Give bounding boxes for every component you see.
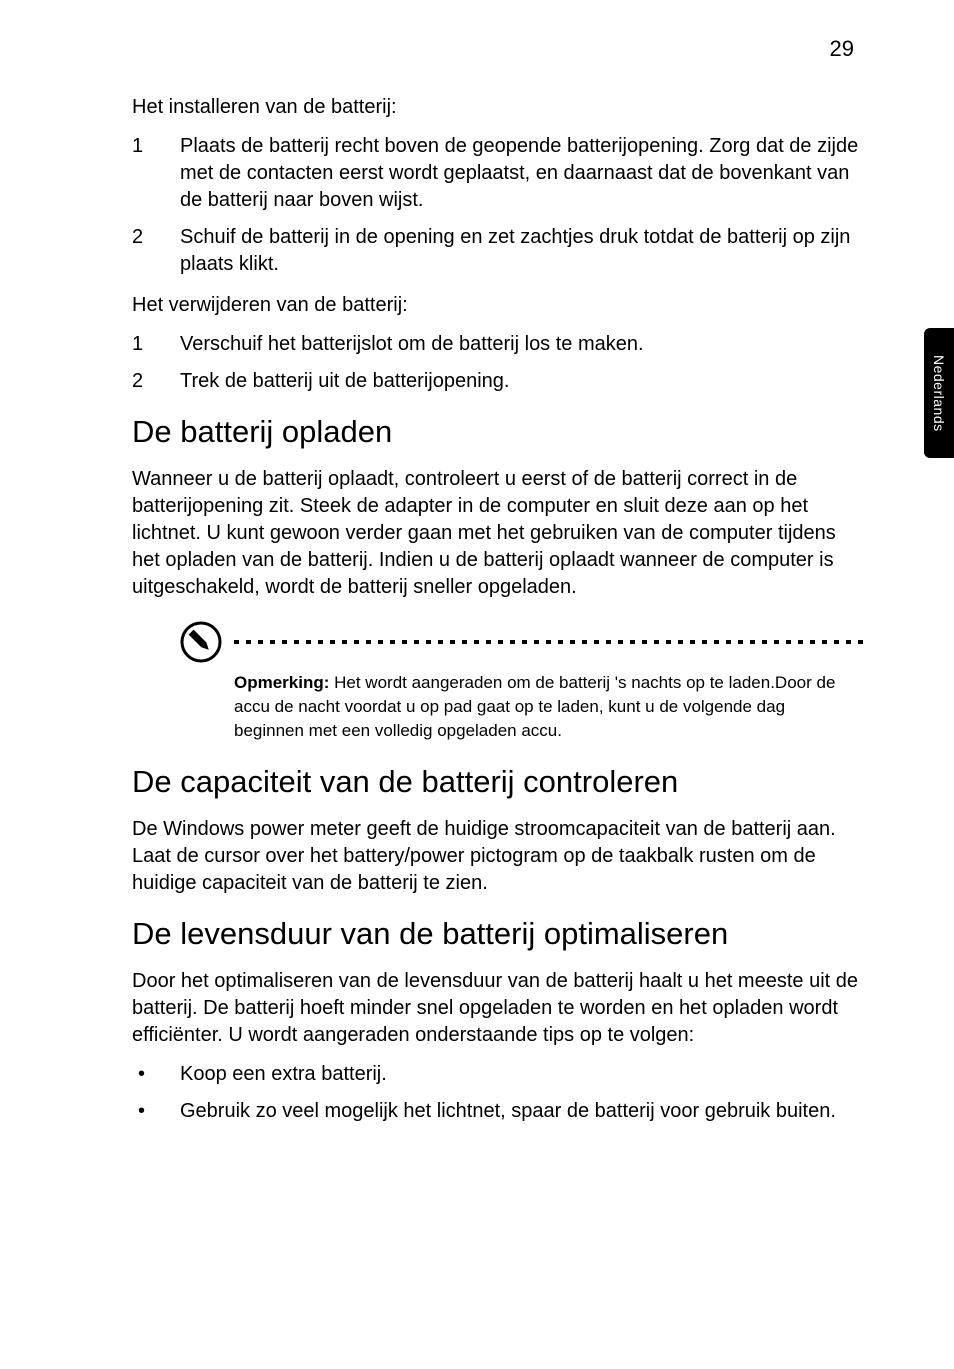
bullet-marker: • xyxy=(132,1098,180,1125)
tip-text: Koop een extra batterij. xyxy=(180,1061,864,1088)
tip-text: Gebruik zo veel mogelijk het lichtnet, s… xyxy=(180,1098,864,1125)
install-steps-list: 1 Plaats de batterij recht boven de geop… xyxy=(132,133,864,278)
note-label: Opmerking: xyxy=(234,673,329,692)
section-heading-capacity: De capaciteit van de batterij controlere… xyxy=(132,763,864,800)
list-item: 1 Verschuif het batterijslot om de batte… xyxy=(132,331,864,358)
step-text: Plaats de batterij recht boven de geopen… xyxy=(180,133,864,214)
section-para-charge: Wanneer u de batterij oplaadt, controlee… xyxy=(132,466,864,601)
list-item: 2 Schuif de batterij in de opening en ze… xyxy=(132,224,864,278)
section-para-lifespan: Door het optimaliseren van de levensduur… xyxy=(132,968,864,1049)
section-heading-charge: De batterij opladen xyxy=(132,413,864,450)
list-item: • Koop een extra batterij. xyxy=(132,1061,864,1088)
list-item: 2 Trek de batterij uit de batterijopenin… xyxy=(132,368,864,395)
step-number: 1 xyxy=(132,133,180,214)
install-intro: Het installeren van de batterij: xyxy=(132,94,864,121)
page-number: 29 xyxy=(132,36,864,62)
list-item: 1 Plaats de batterij recht boven de geop… xyxy=(132,133,864,214)
step-number: 2 xyxy=(132,224,180,278)
step-text: Trek de batterij uit de batterijopening. xyxy=(180,368,864,395)
section-heading-lifespan: De levensduur van de batterij optimalise… xyxy=(132,915,864,952)
note-dotted-rule xyxy=(234,640,864,644)
note-header xyxy=(180,621,864,663)
page-content: 29 Het installeren van de batterij: 1 Pl… xyxy=(0,0,954,1199)
note-body: Opmerking: Het wordt aangeraden om de ba… xyxy=(180,671,864,742)
section-para-capacity: De Windows power meter geeft de huidige … xyxy=(132,816,864,897)
list-item: • Gebruik zo veel mogelijk het lichtnet,… xyxy=(132,1098,864,1125)
note-block: Opmerking: Het wordt aangeraden om de ba… xyxy=(132,621,864,742)
remove-intro: Het verwijderen van de batterij: xyxy=(132,292,864,319)
step-text: Verschuif het batterijslot om de batteri… xyxy=(180,331,864,358)
step-number: 2 xyxy=(132,368,180,395)
remove-steps-list: 1 Verschuif het batterijslot om de batte… xyxy=(132,331,864,395)
step-text: Schuif de batterij in de opening en zet … xyxy=(180,224,864,278)
tips-list: • Koop een extra batterij. • Gebruik zo … xyxy=(132,1061,864,1125)
language-side-tab: Nederlands xyxy=(924,328,954,458)
bullet-marker: • xyxy=(132,1061,180,1088)
note-pencil-icon xyxy=(180,621,222,663)
step-number: 1 xyxy=(132,331,180,358)
